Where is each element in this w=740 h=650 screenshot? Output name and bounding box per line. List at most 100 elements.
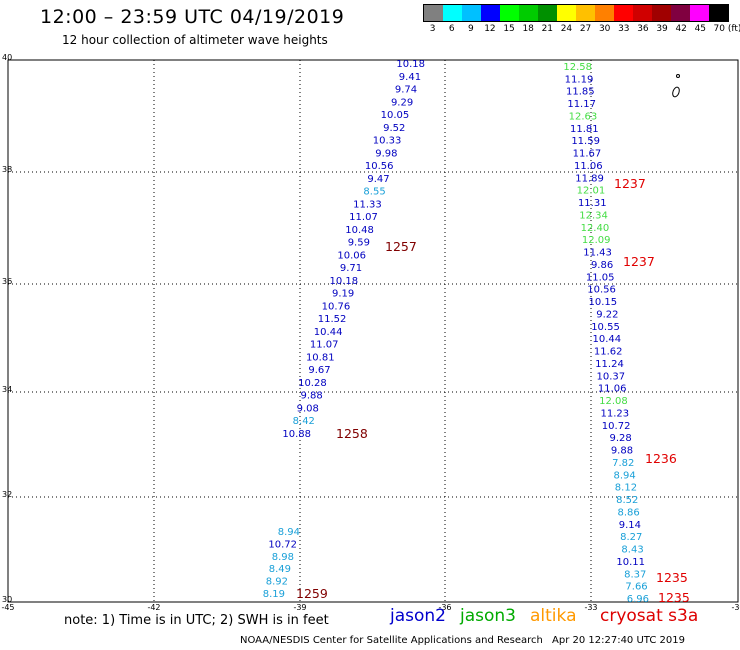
wave-height-value: 11.43: [583, 248, 612, 259]
latitude-label: 38: [2, 165, 12, 174]
wave-height-value: 10.37: [596, 371, 625, 382]
wave-height-value: 8.42: [293, 416, 315, 427]
wave-height-value: 9.29: [391, 97, 413, 108]
wave-height-value: 11.06: [598, 384, 627, 395]
wave-height-value: 11.07: [349, 212, 378, 223]
longitude-label: -30: [731, 603, 740, 612]
legend-cryosat-s3a: cryosat s3a: [600, 606, 699, 626]
color-swatch-5: [519, 5, 538, 21]
wave-height-value: 10.56: [587, 285, 616, 296]
wave-height-value: 11.05: [586, 272, 615, 283]
wave-height-value: 10.05: [381, 110, 410, 121]
wave-height-value: 11.62: [594, 347, 623, 358]
wave-height-value: 10.55: [591, 322, 620, 333]
color-swatch-9: [595, 5, 614, 21]
wave-height-value: 9.86: [591, 260, 613, 271]
color-swatch-11: [633, 5, 652, 21]
wave-height-value: 7.66: [625, 582, 647, 593]
color-swatch-14: [690, 5, 709, 21]
color-swatch-0: [424, 5, 443, 21]
wave-height-value: 11.31: [578, 198, 607, 209]
wave-height-value: 9.08: [297, 403, 319, 414]
wave-height-value: 10.81: [306, 352, 335, 363]
color-swatch-15: [709, 5, 728, 21]
wave-height-value: 11.81: [570, 124, 599, 135]
wave-height-value: 10.44: [593, 334, 622, 345]
island-marker: [676, 74, 680, 78]
wave-height-value: 9.41: [399, 72, 421, 83]
wave-height-value: 8.19: [263, 589, 285, 600]
wave-height-value: 10.18: [330, 276, 359, 287]
wave-height-value: 12.08: [599, 396, 628, 407]
longitude-label: -36: [438, 603, 451, 612]
island-marker: [672, 86, 680, 98]
wave-height-value: 8.98: [272, 552, 294, 563]
wave-height-value: 10.28: [298, 378, 327, 389]
wave-height-value: 12.58: [563, 62, 592, 73]
wave-height-value: 6.96: [627, 594, 649, 605]
latitude-label: 32: [2, 490, 12, 499]
wave-height-value: 9.47: [367, 174, 389, 185]
wave-height-value: 11.59: [571, 136, 600, 147]
wave-height-value: 9.28: [610, 433, 632, 444]
color-swatch-13: [671, 5, 690, 21]
longitude-label: -45: [1, 603, 14, 612]
wave-height-value: 10.33: [373, 136, 402, 147]
color-scale-label: 30: [598, 24, 611, 34]
page-subtitle: 12 hour collection of altimeter wave hei…: [62, 33, 328, 47]
wave-height-value: 10.15: [589, 297, 618, 308]
wave-height-value: 8.92: [266, 577, 288, 588]
color-scale-label: 70 (ft): [713, 24, 740, 34]
wave-height-value: 11.24: [595, 359, 624, 370]
wave-height-value: 10.48: [345, 225, 374, 236]
color-scale-label: 33: [618, 24, 630, 34]
longitude-label: -33: [584, 603, 597, 612]
color-swatch-4: [500, 5, 519, 21]
color-scale-label: 36: [637, 24, 649, 34]
wave-height-value: 11.85: [566, 87, 595, 98]
wave-height-value: 10.06: [337, 250, 366, 261]
color-scale-label: 15: [503, 24, 515, 34]
pass-time-label: 1259: [296, 586, 328, 601]
wave-height-value: 12.01: [577, 186, 606, 197]
wave-height-value: 10.44: [314, 327, 343, 338]
wave-height-value: 9.22: [596, 309, 618, 320]
wave-height-value: 11.33: [353, 199, 382, 210]
color-scale-label: 42: [675, 24, 687, 34]
wave-height-value: 9.88: [301, 391, 323, 402]
color-scale-swatches: [423, 4, 729, 22]
wave-height-value: 11.89: [575, 173, 604, 184]
color-scale-label: 9: [467, 24, 474, 34]
wave-height-value: 9.59: [348, 238, 370, 249]
color-swatch-8: [576, 5, 595, 21]
color-swatch-3: [481, 5, 500, 21]
wave-height-value: 10.76: [322, 301, 351, 312]
wave-height-value: 12.63: [569, 111, 598, 122]
wave-height-value: 10.88: [282, 429, 311, 440]
wave-height-value: 9.88: [611, 446, 633, 457]
footnote: note: 1) Time is in UTC; 2) SWH is in fe…: [64, 613, 329, 628]
map-frame: [7, 59, 739, 603]
color-scale-legend: 3 6 9 12 15 18 21 24 27 30 33 36 39 42 45 70 (ft): [423, 4, 740, 36]
wave-height-value: 9.19: [332, 289, 354, 300]
legend-jason2: jason2: [390, 606, 446, 626]
wave-height-value: 12.09: [582, 235, 611, 246]
wave-height-value: 9.52: [383, 123, 405, 134]
wave-height-value: 11.67: [573, 149, 602, 160]
wave-height-value: 11.17: [567, 99, 596, 110]
pass-time-label: 1237: [614, 176, 646, 191]
pass-time-label: 1237: [623, 254, 655, 269]
color-swatch-10: [614, 5, 633, 21]
wave-height-value: 8.43: [621, 545, 643, 556]
wave-height-value: 10.56: [365, 161, 394, 172]
color-scale-labels: 3 6 9 12 15 18 21 24 27 30 33 36 39 42 45 70 (ft): [423, 22, 740, 36]
wave-height-value: 8.55: [363, 187, 385, 198]
color-scale-label: 12: [484, 24, 496, 34]
wave-height-value: 11.23: [600, 408, 629, 419]
wave-height-value: 10.72: [268, 539, 297, 550]
pass-time-label: 1257: [385, 239, 417, 254]
legend-jason3: jason3: [460, 606, 516, 626]
color-swatch-6: [538, 5, 557, 21]
wave-height-value: 8.27: [620, 532, 642, 543]
